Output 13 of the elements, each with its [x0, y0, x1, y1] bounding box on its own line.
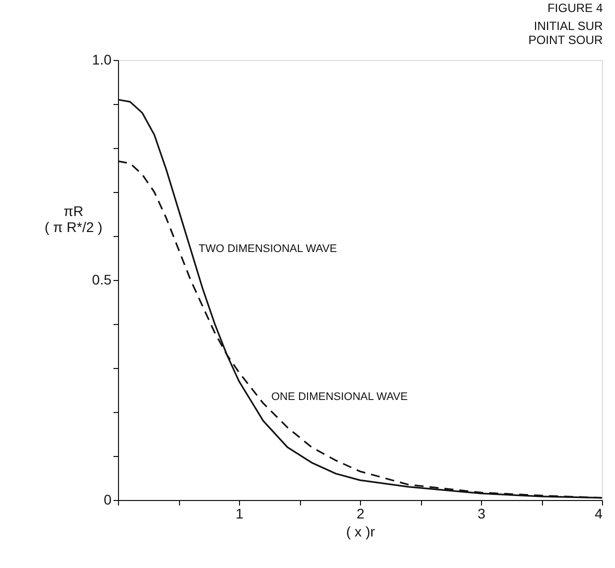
x-tick-label: 2: [356, 506, 365, 522]
y-tick-label: 0: [104, 492, 112, 508]
series-label: TWO DIMENSIONAL WAVE: [198, 243, 337, 256]
x-tick-label: 3: [478, 506, 486, 522]
y-tick-label: 1.0: [92, 52, 112, 68]
y-tick-label: 0.5: [92, 272, 112, 288]
x-tick-label: 1: [236, 506, 244, 522]
y-axis-title: πR ( π R*/2 ): [44, 202, 102, 235]
series-label: ONE DIMENSIONAL WAVE: [271, 391, 408, 404]
x-tick-label: 4: [594, 506, 603, 522]
chart-title: FIGURE 4: [547, 1, 604, 15]
chart-subtitle: INITIAL SUR POINT SOUR: [528, 19, 604, 47]
x-axis-title: ( x )r: [346, 524, 376, 540]
